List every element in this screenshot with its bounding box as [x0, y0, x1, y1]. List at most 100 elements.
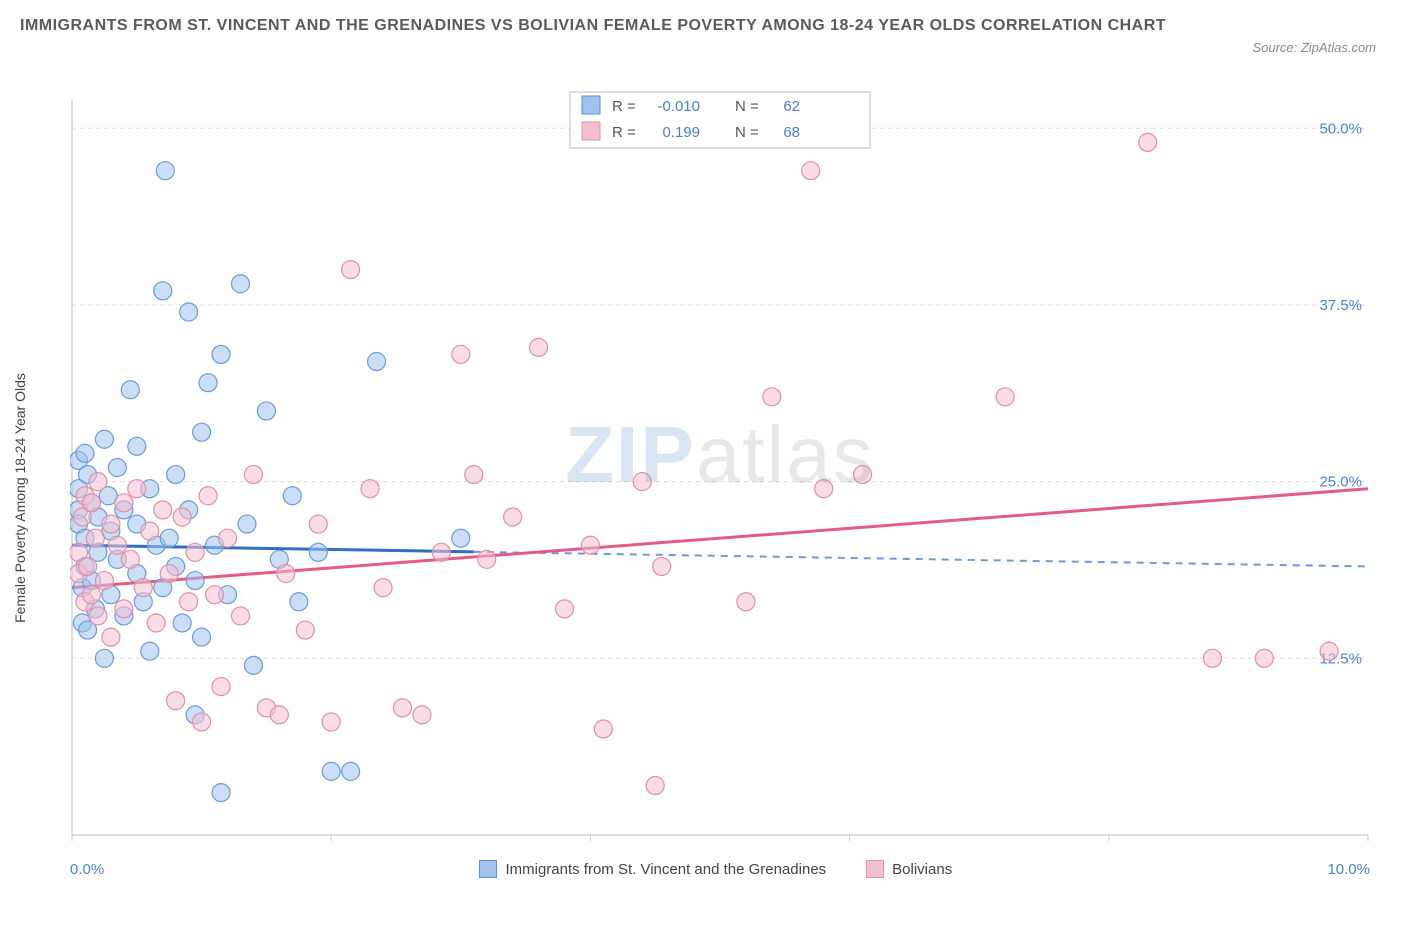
data-point	[86, 529, 104, 547]
data-point	[322, 762, 340, 780]
data-point	[82, 586, 100, 604]
legend-item-1: Bolivians	[866, 860, 952, 878]
trend-line	[72, 489, 1368, 588]
data-point	[244, 656, 262, 674]
trend-line-dashed	[474, 552, 1368, 567]
data-point	[212, 678, 230, 696]
legend-label: Immigrants from St. Vincent and the Gren…	[505, 861, 826, 878]
legend-n-value: 68	[783, 124, 800, 141]
data-point	[646, 777, 664, 795]
data-point	[270, 706, 288, 724]
data-point	[504, 508, 522, 526]
data-point	[322, 713, 340, 731]
data-point	[1203, 649, 1221, 667]
data-point	[128, 437, 146, 455]
data-point	[147, 614, 165, 632]
plot-svg: 12.5%25.0%37.5%50.0%R =-0.010N =62R =0.1…	[70, 90, 1370, 850]
legend-n-label: N =	[735, 98, 759, 115]
data-point	[89, 473, 107, 491]
data-point	[1139, 133, 1157, 151]
chart-title: IMMIGRANTS FROM ST. VINCENT AND THE GREN…	[20, 12, 1166, 41]
data-point	[193, 628, 211, 646]
legend-swatch-icon	[582, 122, 600, 140]
data-point	[128, 480, 146, 498]
data-point	[231, 275, 249, 293]
data-point	[854, 466, 872, 484]
data-point	[102, 515, 120, 533]
data-point	[393, 699, 411, 717]
data-point	[555, 600, 573, 618]
legend-r-label: R =	[612, 124, 636, 141]
data-point	[244, 466, 262, 484]
x-axis-max-label: 10.0%	[1327, 861, 1370, 878]
data-point	[160, 529, 178, 547]
scatter-plot: 12.5%25.0%37.5%50.0%R =-0.010N =62R =0.1…	[70, 90, 1370, 850]
data-point	[309, 515, 327, 533]
data-point	[212, 784, 230, 802]
data-point	[154, 282, 172, 300]
data-point	[186, 543, 204, 561]
x-axis-min-label: 0.0%	[70, 861, 104, 878]
data-point	[452, 345, 470, 363]
data-point	[1320, 642, 1338, 660]
legend-r-label: R =	[612, 98, 636, 115]
data-point	[199, 374, 217, 392]
bottom-legend: 0.0% Immigrants from St. Vincent and the…	[70, 860, 1370, 878]
data-point	[309, 543, 327, 561]
data-point	[95, 572, 113, 590]
source-credit: Source: ZipAtlas.com	[1252, 40, 1376, 55]
data-point	[95, 649, 113, 667]
data-point	[231, 607, 249, 625]
data-point	[594, 720, 612, 738]
data-point	[102, 628, 120, 646]
data-point	[115, 494, 133, 512]
y-tick-label: 25.0%	[1319, 474, 1362, 491]
data-point	[283, 487, 301, 505]
data-point	[115, 600, 133, 618]
y-tick-label: 37.5%	[1319, 297, 1362, 314]
data-point	[238, 515, 256, 533]
data-point	[108, 459, 126, 477]
data-point	[633, 473, 651, 491]
y-tick-label: 50.0%	[1319, 120, 1362, 137]
legend-swatch-icon	[479, 860, 497, 878]
data-point	[530, 338, 548, 356]
legend-n-label: N =	[735, 124, 759, 141]
data-point	[802, 162, 820, 180]
data-point	[156, 162, 174, 180]
data-point	[432, 543, 450, 561]
data-point	[89, 607, 107, 625]
data-point	[193, 713, 211, 731]
data-point	[173, 508, 191, 526]
data-point	[199, 487, 217, 505]
legend-n-value: 62	[783, 98, 800, 115]
data-point	[368, 352, 386, 370]
data-point	[206, 586, 224, 604]
data-point	[996, 388, 1014, 406]
data-point	[79, 557, 97, 575]
data-point	[121, 550, 139, 568]
data-point	[95, 430, 113, 448]
data-point	[167, 466, 185, 484]
data-point	[277, 565, 295, 583]
data-point	[290, 593, 308, 611]
data-point	[212, 345, 230, 363]
data-point	[154, 501, 172, 519]
data-point	[413, 706, 431, 724]
data-point	[296, 621, 314, 639]
y-axis-label: Female Poverty Among 18-24 Year Olds	[12, 373, 28, 623]
legend-label: Bolivians	[892, 861, 952, 878]
data-point	[82, 494, 100, 512]
data-point	[167, 692, 185, 710]
data-point	[121, 381, 139, 399]
legend-r-value: -0.010	[657, 98, 700, 115]
legend-r-value: 0.199	[662, 124, 700, 141]
data-point	[342, 261, 360, 279]
data-point	[193, 423, 211, 441]
legend-item-0: Immigrants from St. Vincent and the Gren…	[479, 860, 826, 878]
legend-swatch-icon	[582, 96, 600, 114]
data-point	[342, 762, 360, 780]
data-point	[141, 522, 159, 540]
data-point	[653, 557, 671, 575]
data-point	[257, 402, 275, 420]
